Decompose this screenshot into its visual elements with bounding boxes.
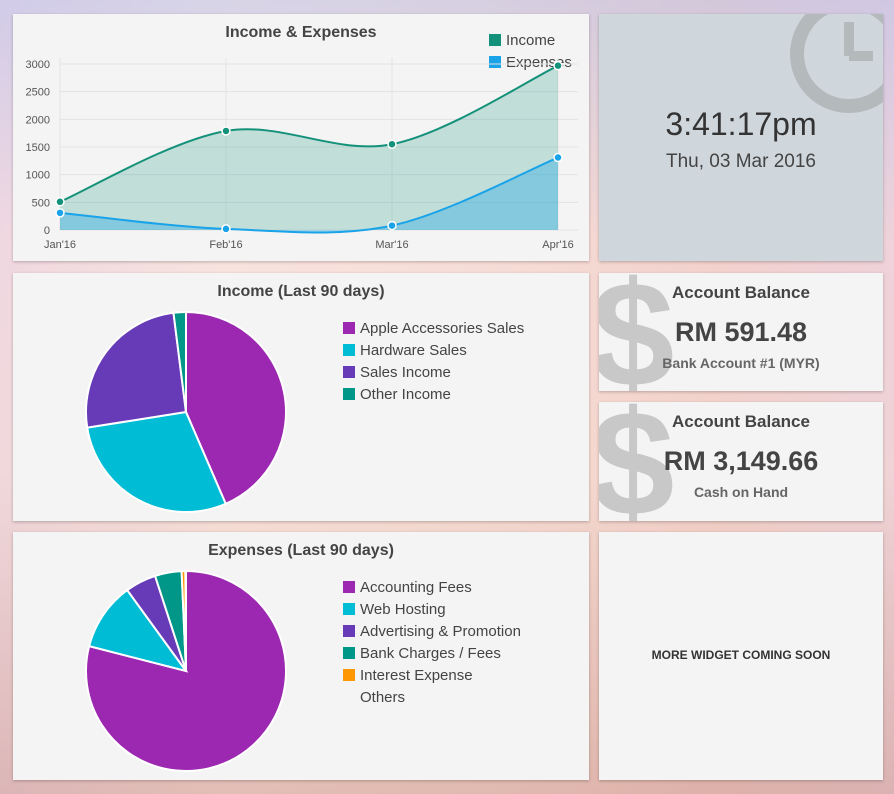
y-tick-label: 0 <box>44 225 50 237</box>
legend-item[interactable]: Other Income <box>343 383 524 405</box>
legend-swatch <box>343 691 355 703</box>
balance-title: Account Balance <box>672 283 810 302</box>
legend-swatch <box>343 669 355 681</box>
pie-slice[interactable] <box>85 311 188 429</box>
x-tick-label: Feb'16 <box>209 239 242 251</box>
income-expenses-legend: Income Expenses <box>489 29 572 73</box>
dollar-icon: $ <box>599 273 675 391</box>
legend-item[interactable]: Bank Charges / Fees <box>343 642 521 664</box>
legend-label: Other Income <box>360 385 451 403</box>
clock-date: Thu, 03 Mar 2016 <box>666 151 816 172</box>
expenses-pie-widget: Expenses (Last 90 days) Accounting Fees W… <box>13 532 589 780</box>
balance-amount: RM 591.48 <box>674 317 808 347</box>
legend-swatch <box>343 625 355 637</box>
legend-label: Interest Expense <box>360 666 473 684</box>
series-area-income <box>60 65 558 230</box>
data-point-expenses[interactable] <box>387 220 397 231</box>
legend-label: Others <box>360 688 406 706</box>
account-balance-widget-2: $ Account Balance RM 3,149.66 Cash on Ha… <box>599 402 883 521</box>
legend-item[interactable]: Others <box>343 686 521 708</box>
income-pie-widget: Income (Last 90 days) Apple Accessories … <box>13 273 589 521</box>
more-widget-text: MORE WIDGET COMING SOON <box>651 648 831 662</box>
data-point-income[interactable] <box>553 60 563 71</box>
legend-label: Advertising & Promotion <box>360 622 521 640</box>
legend-swatch-expenses <box>489 56 501 68</box>
more-widget-placeholder: MORE WIDGET COMING SOON <box>599 532 883 780</box>
legend-item[interactable]: Hardware Sales <box>343 339 524 361</box>
income-expenses-title: Income & Expenses <box>225 24 377 41</box>
account-balance-widget-1: $ Account Balance RM 591.48 Bank Account… <box>599 273 883 391</box>
legend-income[interactable]: Income <box>489 29 572 51</box>
pie-slice[interactable] <box>184 569 187 672</box>
x-tick-label: Apr'16 <box>542 239 573 251</box>
legend-item[interactable]: Accounting Fees <box>343 576 521 598</box>
pie-slice[interactable] <box>172 310 187 413</box>
y-tick-label: 1000 <box>26 170 50 182</box>
legend-label: Web Hosting <box>360 600 446 618</box>
legend-swatch <box>343 366 355 378</box>
legend-label: Hardware Sales <box>360 341 467 359</box>
expenses-pie-title: Expenses (Last 90 days) <box>208 542 394 559</box>
x-tick-label: Jan'16 <box>44 239 76 251</box>
legend-swatch <box>343 581 355 593</box>
data-point-income[interactable] <box>221 126 231 136</box>
legend-item[interactable]: Web Hosting <box>343 598 521 620</box>
data-point-income[interactable] <box>55 197 65 207</box>
balance-account-name: Cash on Hand <box>693 484 789 500</box>
data-point-expenses[interactable] <box>221 224 231 234</box>
legend-label: Accounting Fees <box>360 578 472 596</box>
y-tick-label: 2000 <box>26 114 50 126</box>
data-point-income[interactable] <box>387 139 397 149</box>
data-point-expenses[interactable] <box>553 152 563 163</box>
income-pie-title: Income (Last 90 days) <box>217 283 385 300</box>
income-pie-legend: Apple Accessories Sales Hardware Sales Sal… <box>343 317 524 405</box>
pie-slice[interactable] <box>87 588 189 673</box>
pie-slice[interactable] <box>86 410 228 513</box>
legend-swatch <box>343 344 355 356</box>
expenses-pie-chart <box>85 569 287 772</box>
legend-swatch <box>343 322 355 334</box>
clock-widget: 3:41:17pm Thu, 03 Mar 2016 <box>599 14 883 261</box>
legend-label-income: Income <box>506 31 556 49</box>
legend-item[interactable]: Advertising & Promotion <box>343 620 521 642</box>
data-point-expenses[interactable] <box>55 208 65 218</box>
expenses-pie-legend: Accounting Fees Web Hosting Advertising & … <box>343 576 521 708</box>
balance-amount: RM 3,149.66 <box>663 446 819 476</box>
y-tick-label: 3000 <box>26 59 50 71</box>
income-expenses-chart: 0 500 1000 1500 2000 2500 3000 Jan'16 Feb'16 Mar'… <box>26 58 578 251</box>
legend-item[interactable]: Apple Accessories Sales <box>343 317 524 339</box>
dollar-icon: $ <box>599 402 675 521</box>
legend-swatch <box>343 603 355 615</box>
legend-label: Apple Accessories Sales <box>360 319 525 337</box>
clock-icon <box>790 14 883 113</box>
series-line-expenses <box>59 156 559 234</box>
legend-swatch <box>343 647 355 659</box>
legend-label: Sales Income <box>360 363 451 381</box>
income-pie-chart <box>85 310 287 513</box>
y-tick-label: 2500 <box>26 87 50 99</box>
income-expenses-widget: Income & Expenses Income Expenses 0 500 10… <box>13 14 589 261</box>
legend-label: Bank Charges / Fees <box>360 644 501 662</box>
legend-swatch <box>343 388 355 400</box>
legend-item[interactable]: Sales Income <box>343 361 524 383</box>
balance-account-name: Bank Account #1 (MYR) <box>662 355 820 371</box>
x-tick-label: Mar'16 <box>375 239 408 251</box>
y-tick-label: 500 <box>32 197 50 209</box>
series-line-income <box>59 64 559 203</box>
pie-slice[interactable] <box>185 310 287 506</box>
legend-item[interactable]: Interest Expense <box>343 664 521 686</box>
clock-time: 3:41:17pm <box>665 106 817 142</box>
legend-swatch-income <box>489 34 501 46</box>
balance-title: Account Balance <box>672 412 810 431</box>
y-tick-label: 1500 <box>26 142 50 154</box>
